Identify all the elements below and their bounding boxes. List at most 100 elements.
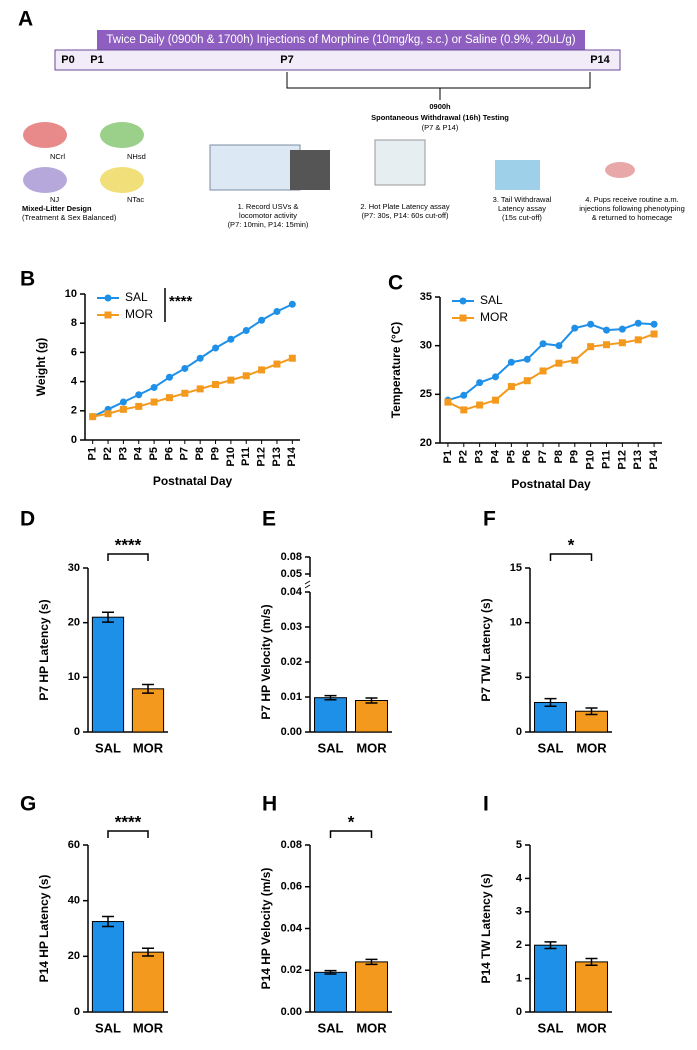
legend-marker: [104, 294, 112, 302]
error-bar: [585, 957, 598, 966]
x-tick-label: P6: [521, 450, 533, 463]
legend-marker: [459, 297, 467, 305]
panel-label: E: [262, 508, 276, 531]
y-tick-label: 25: [420, 388, 432, 400]
bar: [314, 697, 347, 733]
bar: [355, 961, 388, 1013]
error-bar: [324, 969, 337, 975]
y-tick-label: 5: [516, 671, 522, 683]
point: [242, 372, 250, 380]
x-tick-label: P7: [537, 450, 549, 463]
point: [165, 373, 173, 381]
x-tick-label: MOR: [356, 1020, 387, 1035]
testing-text: (P7 & P14): [422, 123, 459, 132]
x-tick-label: P10: [225, 447, 237, 467]
error-bar: [365, 958, 378, 966]
point: [650, 330, 658, 338]
point: [492, 396, 499, 404]
bar: [534, 701, 567, 733]
point: [507, 358, 515, 366]
error-bar: [365, 697, 378, 704]
y-tick-label: 0.00: [281, 1006, 302, 1018]
x-tick-label: P11: [240, 447, 252, 466]
x-tick-label: P14: [648, 449, 660, 469]
x-axis-label: Postnatal Day: [153, 474, 233, 488]
timeline-label: P1: [90, 54, 103, 66]
x-tick-label: P4: [489, 449, 501, 463]
y-tick-label: 2: [516, 939, 522, 951]
y-tick-label: 0: [516, 726, 522, 738]
mouse-icon: [23, 167, 67, 193]
axis-break: [304, 580, 311, 589]
x-tick-label: P9: [209, 447, 221, 460]
y-tick-label: 0.02: [281, 656, 302, 668]
point: [196, 354, 204, 362]
y-tick-label: 30: [68, 562, 80, 574]
y-tick-label: 8: [71, 317, 77, 329]
point: [523, 377, 531, 385]
hotplate-icon: [374, 139, 426, 186]
point: [571, 324, 579, 332]
x-tick-label: P3: [117, 447, 129, 460]
panel-label: I: [483, 793, 489, 816]
panel-label: F: [483, 508, 496, 531]
step-text: (P7: 30s, P14: 60s cut-off): [362, 211, 449, 220]
y-tick-label: 0.03: [281, 621, 302, 633]
panel-label: G: [20, 793, 36, 816]
point: [89, 413, 97, 421]
step-text: 2. Hot Plate Latency assay: [360, 202, 449, 211]
bar: [91, 921, 125, 1013]
y-tick-label: 0: [74, 1006, 80, 1018]
y-tick-label: 0: [516, 1006, 522, 1018]
step-text: & returned to homecage: [592, 213, 672, 222]
y-axis-label: Temperature (°C): [389, 322, 403, 419]
point: [618, 325, 626, 333]
tailbath-icon: [495, 160, 540, 190]
banner: [97, 30, 585, 50]
x-tick-label: SAL: [318, 1020, 344, 1035]
point: [571, 356, 579, 364]
x-tick-label: SAL: [318, 740, 344, 755]
strain-label: NHsd: [127, 152, 146, 161]
point: [555, 359, 563, 367]
y-tick-label: 35: [420, 291, 432, 303]
significance-bracket: [107, 830, 149, 838]
legend-label: MOR: [125, 307, 153, 321]
x-tick-label: SAL: [95, 1020, 121, 1035]
strain-label: NTac: [127, 195, 144, 204]
y-tick-label: 5: [516, 839, 522, 851]
banner-text: Twice Daily (0900h & 1700h) Injections o…: [106, 34, 575, 46]
mouse-icon: [100, 122, 144, 148]
step-text: Latency assay: [498, 204, 546, 213]
x-tick-label: MOR: [576, 1020, 607, 1035]
x-tick-label: SAL: [95, 740, 121, 755]
mouse-icon: [23, 122, 67, 148]
legend-label: SAL: [480, 293, 503, 307]
y-tick-label: 0.05: [281, 568, 302, 580]
point: [634, 319, 642, 327]
significance-bracket: [329, 830, 373, 838]
point: [507, 383, 515, 391]
bar: [91, 616, 125, 733]
bar: [131, 688, 165, 733]
error-bar: [544, 697, 557, 708]
point: [150, 383, 158, 391]
timeline: [54, 49, 621, 71]
x-axis-label: Postnatal Day: [511, 477, 591, 491]
point: [618, 339, 626, 347]
point: [587, 320, 595, 328]
y-tick-label: 0.02: [281, 964, 302, 976]
point: [476, 379, 484, 387]
significance: *: [348, 812, 355, 831]
x-tick-label: P3: [474, 450, 486, 463]
x-tick-label: P5: [148, 447, 160, 460]
y-tick-label: 0: [74, 726, 80, 738]
point: [288, 354, 296, 362]
timeline-label: P7: [280, 54, 293, 66]
x-tick-label: SAL: [538, 1020, 564, 1035]
y-axis-label: P7 TW Latency (s): [479, 598, 493, 701]
point: [119, 398, 127, 406]
y-tick-label: 60: [68, 839, 80, 851]
point: [258, 316, 266, 324]
x-tick-label: MOR: [356, 740, 387, 755]
